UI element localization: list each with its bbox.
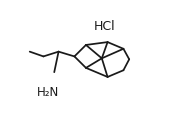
Text: HCl: HCl [94,20,116,33]
Text: H₂N: H₂N [37,86,60,99]
